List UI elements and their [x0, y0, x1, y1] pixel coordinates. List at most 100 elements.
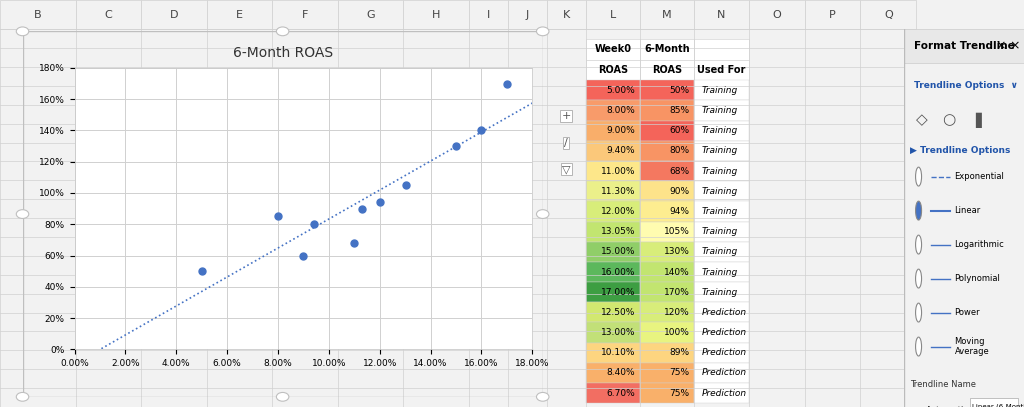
- Text: Training: Training: [701, 166, 737, 175]
- Bar: [694, 201, 749, 221]
- Text: Q: Q: [884, 10, 893, 20]
- Text: ROAS: ROAS: [652, 65, 682, 75]
- Text: /: /: [564, 138, 568, 148]
- Text: 130%: 130%: [664, 247, 690, 256]
- Bar: [586, 101, 640, 120]
- Bar: [694, 383, 749, 403]
- Point: [305, 221, 322, 228]
- Bar: [586, 0, 640, 29]
- Bar: [508, 0, 547, 29]
- Text: B: B: [34, 10, 42, 20]
- Bar: [469, 0, 508, 29]
- Text: 10.10%: 10.10%: [601, 348, 636, 357]
- Text: Trendline Name: Trendline Name: [910, 380, 976, 389]
- Bar: [694, 363, 749, 383]
- Text: Linear (6-Month
ROAS): Linear (6-Month ROAS): [973, 404, 1024, 407]
- Bar: [694, 181, 749, 201]
- Text: P: P: [829, 10, 836, 20]
- Circle shape: [915, 167, 922, 186]
- Text: ▶ Trendline Options: ▶ Trendline Options: [910, 146, 1011, 155]
- Circle shape: [915, 201, 922, 220]
- Bar: [586, 221, 640, 242]
- Circle shape: [537, 392, 549, 401]
- Point: [372, 199, 388, 206]
- Text: 140%: 140%: [664, 267, 690, 276]
- Text: 5.00%: 5.00%: [607, 86, 636, 95]
- Bar: [403, 0, 469, 29]
- Text: 75%: 75%: [670, 389, 690, 398]
- Text: 11.00%: 11.00%: [601, 166, 636, 175]
- Bar: [640, 383, 694, 403]
- Point: [473, 127, 489, 133]
- Bar: [586, 343, 640, 363]
- Text: Training: Training: [701, 227, 737, 236]
- Text: Prediction: Prediction: [701, 308, 746, 317]
- Bar: [694, 262, 749, 282]
- Bar: [640, 343, 694, 363]
- Bar: [586, 262, 640, 282]
- Text: Trendline Options  ∨: Trendline Options ∨: [913, 81, 1018, 90]
- Text: ×: ×: [1010, 40, 1020, 53]
- Bar: [694, 242, 749, 262]
- Bar: [0, 0, 76, 29]
- Circle shape: [16, 27, 29, 36]
- Text: E: E: [237, 10, 243, 20]
- Bar: [694, 0, 749, 29]
- Text: F: F: [302, 10, 308, 20]
- Point: [353, 206, 370, 212]
- Point: [269, 213, 286, 220]
- Circle shape: [276, 27, 289, 36]
- Text: 60%: 60%: [670, 126, 690, 135]
- Text: Power: Power: [954, 308, 980, 317]
- Text: Linear: Linear: [954, 206, 981, 215]
- Text: Prediction: Prediction: [701, 348, 746, 357]
- Text: Logarithmic: Logarithmic: [954, 240, 1005, 249]
- Text: N: N: [717, 10, 726, 20]
- Bar: [640, 262, 694, 282]
- Text: Training: Training: [701, 187, 737, 196]
- Text: 85%: 85%: [670, 106, 690, 115]
- Text: Training: Training: [701, 147, 737, 155]
- Text: 120%: 120%: [664, 308, 690, 317]
- Text: 8.00%: 8.00%: [607, 106, 636, 115]
- Circle shape: [537, 27, 549, 36]
- Text: J: J: [525, 10, 529, 20]
- Text: 12.50%: 12.50%: [601, 308, 636, 317]
- Text: 6.70%: 6.70%: [607, 389, 636, 398]
- Bar: [640, 101, 694, 120]
- Text: O: O: [772, 10, 781, 20]
- Circle shape: [537, 210, 549, 219]
- Bar: [640, 322, 694, 343]
- Bar: [640, 39, 694, 59]
- Text: Training: Training: [701, 247, 737, 256]
- Bar: [338, 0, 403, 29]
- Circle shape: [915, 337, 922, 356]
- Text: G: G: [367, 10, 375, 20]
- Bar: [970, 398, 1018, 407]
- Bar: [640, 242, 694, 262]
- Bar: [640, 282, 694, 302]
- Bar: [694, 343, 749, 363]
- Text: L: L: [609, 10, 616, 20]
- Text: Week0: Week0: [594, 44, 632, 54]
- Bar: [547, 0, 586, 29]
- Circle shape: [276, 392, 289, 401]
- Text: 16.00%: 16.00%: [601, 267, 636, 276]
- Point: [398, 182, 415, 188]
- Text: 50%: 50%: [670, 86, 690, 95]
- Text: 6-Month: 6-Month: [644, 44, 690, 54]
- Text: 75%: 75%: [670, 368, 690, 377]
- Text: 13.00%: 13.00%: [601, 328, 636, 337]
- Text: 12.00%: 12.00%: [601, 207, 636, 216]
- Point: [194, 268, 210, 274]
- Text: ROAS: ROAS: [598, 65, 628, 75]
- Text: 90%: 90%: [670, 187, 690, 196]
- Bar: [586, 302, 640, 322]
- Text: I: I: [486, 10, 490, 20]
- Text: ▽: ▽: [562, 164, 570, 174]
- Bar: [586, 322, 640, 343]
- Bar: [694, 120, 749, 141]
- Bar: [586, 120, 640, 141]
- Bar: [640, 363, 694, 383]
- Circle shape: [915, 303, 922, 322]
